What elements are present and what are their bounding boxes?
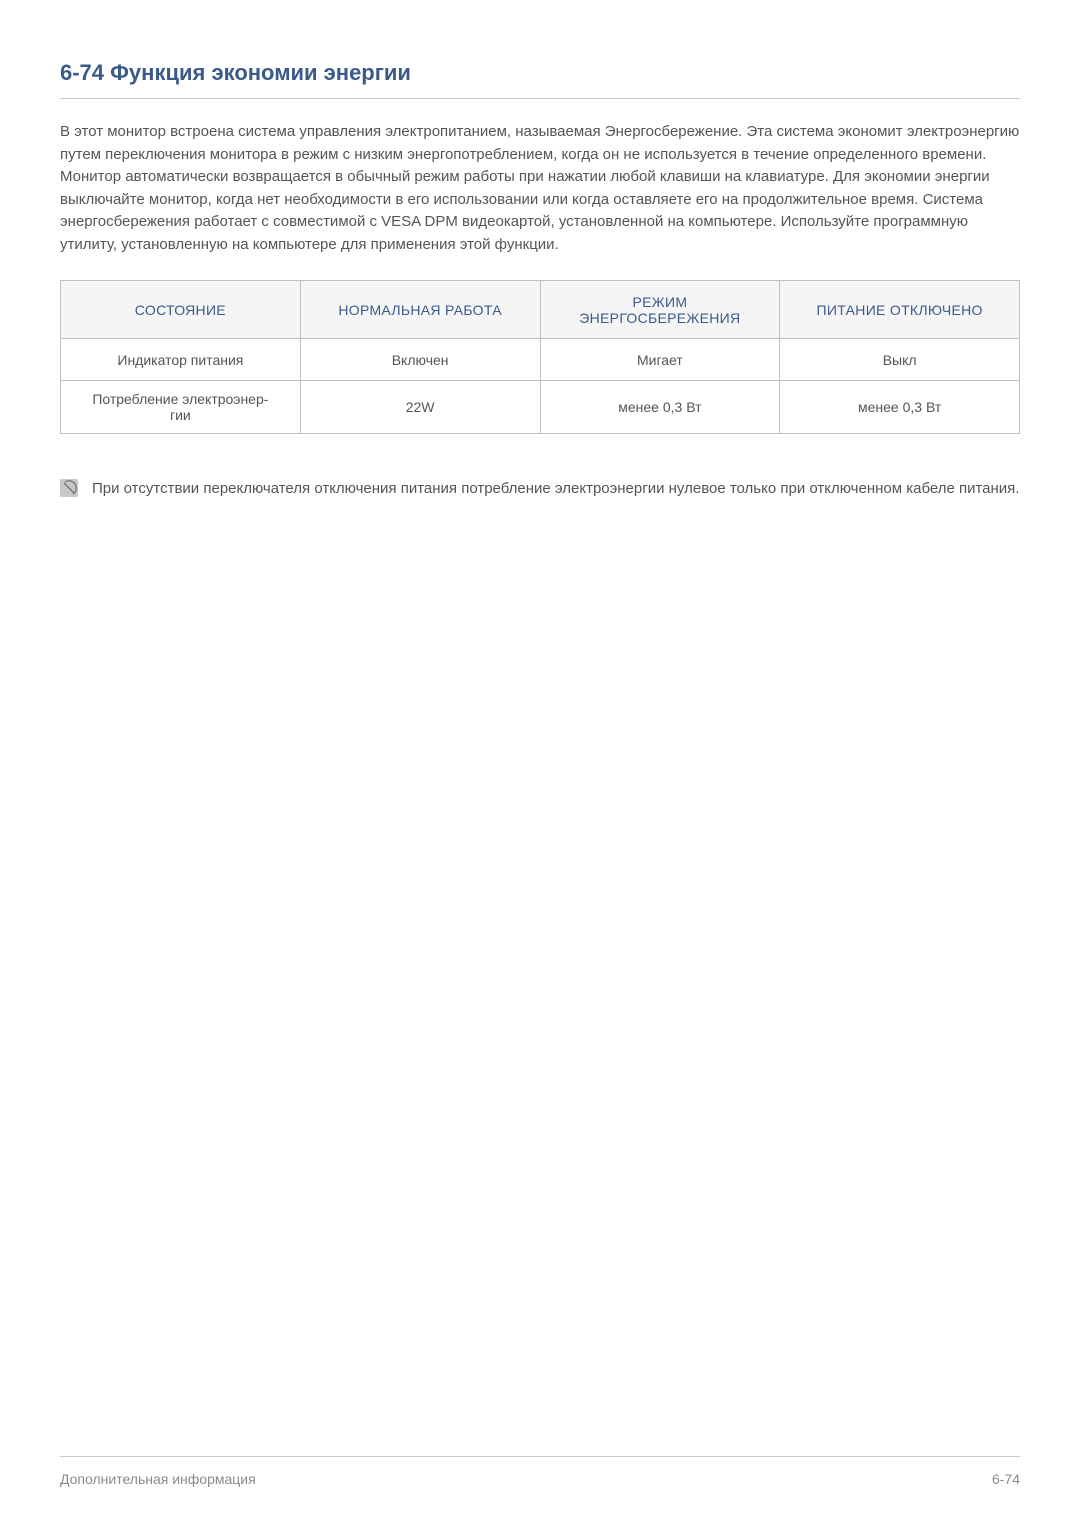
col-header-normal: НОРМАЛЬНАЯ РАБОТА (300, 281, 540, 339)
intro-paragraph: В этот монитор встроена система управлен… (60, 121, 1020, 256)
note-block: При отсутствии переключателя отключения … (60, 478, 1020, 501)
cell: Индикатор питания (61, 339, 301, 381)
table-row: Потребление электроэнер- гии 22W менее 0… (61, 381, 1020, 434)
cell: менее 0,3 Вт (540, 381, 780, 434)
section-heading: 6-74 Функция экономии энергии (60, 60, 1020, 99)
note-text: При отсутствии переключателя отключения … (92, 478, 1019, 501)
cell: менее 0,3 Вт (780, 381, 1020, 434)
page-footer: Дополнительная информация 6-74 (60, 1456, 1020, 1487)
col-header-saving-line1: РЕЖИМ (632, 294, 687, 310)
col-header-state: СОСТОЯНИЕ (61, 281, 301, 339)
note-icon (60, 479, 78, 497)
cell: Потребление электроэнер- гии (61, 381, 301, 434)
power-saving-table: СОСТОЯНИЕ НОРМАЛЬНАЯ РАБОТА РЕЖИМ ЭНЕРГО… (60, 280, 1020, 434)
footer-left: Дополнительная информация (60, 1471, 256, 1487)
table-row: Индикатор питания Включен Мигает Выкл (61, 339, 1020, 381)
cell: Выкл (780, 339, 1020, 381)
cell: 22W (300, 381, 540, 434)
col-header-off: ПИТАНИЕ ОТКЛЮЧЕНО (780, 281, 1020, 339)
table-header-row: СОСТОЯНИЕ НОРМАЛЬНАЯ РАБОТА РЕЖИМ ЭНЕРГО… (61, 281, 1020, 339)
cell: Мигает (540, 339, 780, 381)
page: 6-74 Функция экономии энергии В этот мон… (0, 0, 1080, 1527)
cell: Включен (300, 339, 540, 381)
footer-right: 6-74 (992, 1471, 1020, 1487)
col-header-saving: РЕЖИМ ЭНЕРГОСБЕРЕЖЕНИЯ (540, 281, 780, 339)
col-header-saving-line2: ЭНЕРГОСБЕРЕЖЕНИЯ (579, 310, 740, 326)
